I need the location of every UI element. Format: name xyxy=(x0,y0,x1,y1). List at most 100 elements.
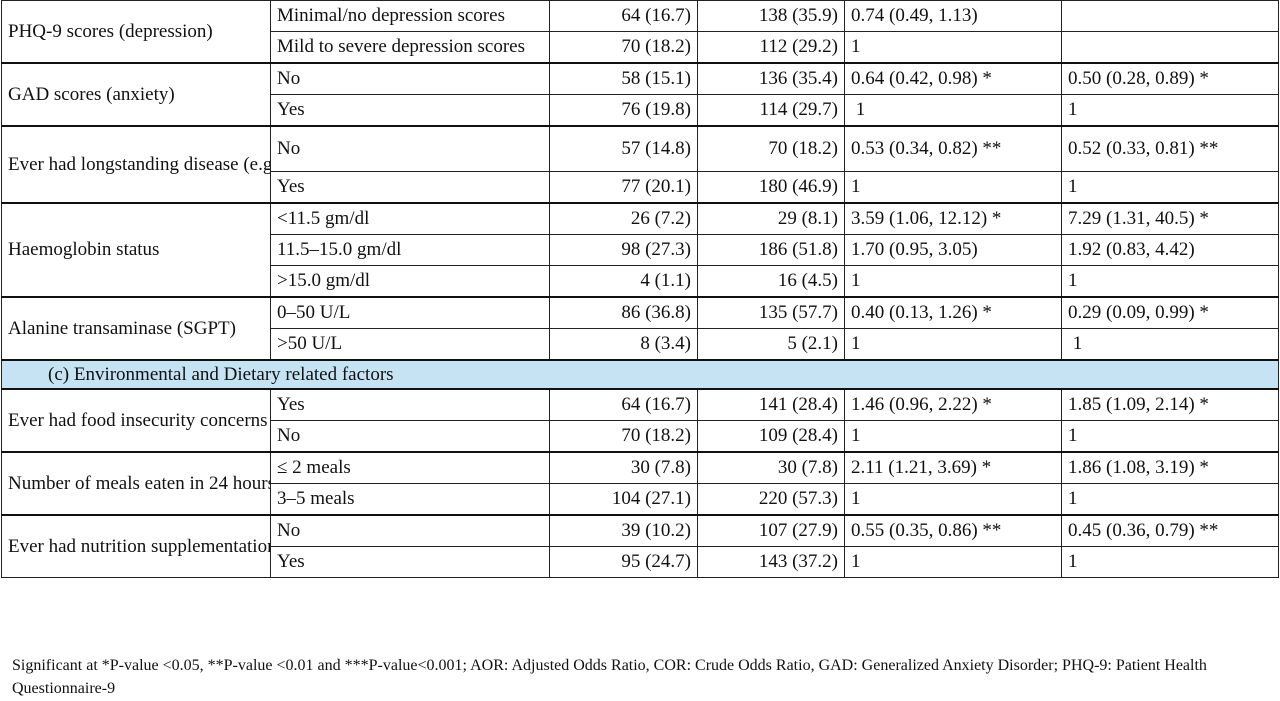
count-cell: 26 (7.2) xyxy=(549,202,698,235)
count-cell: 114 (29.7) xyxy=(697,94,845,127)
cor-cell: 0.53 (0.34, 0.82) ** xyxy=(844,125,1062,172)
table-row: >15.0 gm/dl 4 (1.1) 16 (4.5) 1 1 xyxy=(2,265,1279,298)
table-row: Number of meals eaten in 24 hours (day a… xyxy=(1,451,1279,516)
count-cell: 30 (7.8) xyxy=(549,451,698,484)
aor-cell: 1.86 (1.08, 3.19) * xyxy=(1061,451,1279,484)
variable-cell: GAD scores (anxiety) xyxy=(1,62,271,127)
cor-cell: 3.59 (1.06, 12.12) * xyxy=(844,202,1062,235)
aor-cell: 1 xyxy=(1061,94,1279,127)
table-row: Yes 95 (24.7) 143 (37.2) 1 1 xyxy=(2,546,1279,578)
level-cell: ≤ 2 meals xyxy=(270,451,550,484)
count-cell: 141 (28.4) xyxy=(697,388,845,421)
aor-cell: 1 xyxy=(1061,546,1279,578)
count-cell: 70 (18.2) xyxy=(549,31,698,64)
count-cell: 16 (4.5) xyxy=(697,265,845,298)
cor-cell: 1 xyxy=(844,420,1062,453)
table-footnote: Significant at *P-value <0.05, **P-value… xyxy=(12,657,1207,697)
table-row: Ever had nutrition supplementation intak… xyxy=(1,514,1279,578)
count-cell: 109 (28.4) xyxy=(697,420,845,453)
count-cell: 57 (14.8) xyxy=(549,125,698,172)
count-cell: 104 (27.1) xyxy=(549,483,698,516)
aor-cell: 7.29 (1.31, 40.5) * xyxy=(1061,202,1279,235)
level-cell: >15.0 gm/dl xyxy=(270,265,550,298)
count-cell: 138 (35.9) xyxy=(697,0,845,32)
count-cell: 135 (57.7) xyxy=(697,296,845,329)
cor-cell: 1 xyxy=(844,171,1062,204)
table-body: PHQ-9 scores (depression) Minimal/no dep… xyxy=(1,0,1279,578)
table-row: No 70 (18.2) 109 (28.4) 1 1 xyxy=(2,420,1279,453)
variable-cell: Haemoglobin status xyxy=(1,202,271,298)
level-cell: Yes xyxy=(270,94,550,127)
level-cell: <11.5 gm/dl xyxy=(270,202,550,235)
cor-cell: 1 xyxy=(844,265,1062,298)
count-cell: 98 (27.3) xyxy=(549,234,698,266)
aor-cell: 1 xyxy=(1061,171,1279,204)
count-cell: 220 (57.3) xyxy=(697,483,845,516)
level-cell: Yes xyxy=(270,171,550,204)
table-row: Alanine transaminase (SGPT) 0–50 U/L 86 … xyxy=(1,296,1279,361)
count-cell: 136 (35.4) xyxy=(697,62,845,95)
count-cell: 4 (1.1) xyxy=(549,265,698,298)
variable-cell: Alanine transaminase (SGPT) xyxy=(1,296,271,361)
table-row: Mild to severe depression scores 70 (18.… xyxy=(2,31,1279,64)
count-cell: 180 (46.9) xyxy=(697,171,845,204)
count-cell: 70 (18.2) xyxy=(549,420,698,453)
variable-cell: Ever had nutrition supplementation intak… xyxy=(1,514,271,578)
aor-cell xyxy=(1061,31,1279,64)
count-cell: 29 (8.1) xyxy=(697,202,845,235)
results-table: PHQ-9 scores (depression) Minimal/no dep… xyxy=(1,0,1279,578)
count-cell: 143 (37.2) xyxy=(697,546,845,578)
section-header-row: (c) Environmental and Dietary related fa… xyxy=(1,359,1279,390)
aor-cell: 0.50 (0.28, 0.89) * xyxy=(1061,62,1279,95)
cor-cell: 1 xyxy=(844,328,1062,361)
aor-cell: 1 xyxy=(1061,328,1279,361)
count-cell: 39 (10.2) xyxy=(549,514,698,547)
level-cell: No xyxy=(270,420,550,453)
table-row: Haemoglobin status <11.5 gm/dl 26 (7.2) … xyxy=(1,202,1279,298)
cor-cell: 0.74 (0.49, 1.13) xyxy=(844,0,1062,32)
count-cell: 64 (16.7) xyxy=(549,0,698,32)
level-cell: 11.5–15.0 gm/dl xyxy=(270,234,550,266)
table-row: 3–5 meals 104 (27.1) 220 (57.3) 1 1 xyxy=(2,483,1279,516)
variable-cell: Number of meals eaten in 24 hours (day a… xyxy=(1,451,271,516)
level-cell: 0–50 U/L xyxy=(270,296,550,329)
level-cell: 3–5 meals xyxy=(270,483,550,516)
aor-cell: 1.92 (0.83, 4.42) xyxy=(1061,234,1279,266)
count-cell: 112 (29.2) xyxy=(697,31,845,64)
variable-cell: PHQ-9 scores (depression) xyxy=(1,0,271,64)
count-cell: 77 (20.1) xyxy=(549,171,698,204)
variable-cell: Ever had food insecurity concerns in hou… xyxy=(1,388,271,453)
aor-cell: 0.45 (0.36, 0.79) ** xyxy=(1061,514,1279,547)
count-cell: 186 (51.8) xyxy=(697,234,845,266)
count-cell: 30 (7.8) xyxy=(697,451,845,484)
level-cell: Yes xyxy=(270,388,550,421)
level-cell: Minimal/no depression scores xyxy=(270,0,550,32)
count-cell: 107 (27.9) xyxy=(697,514,845,547)
table-row: Ever had food insecurity concerns in hou… xyxy=(1,388,1279,453)
aor-cell: 1 xyxy=(1061,420,1279,453)
table-row: Ever had longstanding disease (e.g., tub… xyxy=(1,125,1279,204)
cor-cell: 1 xyxy=(844,94,1062,127)
cor-cell: 1.46 (0.96, 2.22) * xyxy=(844,388,1062,421)
count-cell: 5 (2.1) xyxy=(697,328,845,361)
aor-cell: 1.85 (1.09, 2.14) * xyxy=(1061,388,1279,421)
section-title: (c) Environmental and Dietary related fa… xyxy=(1,359,1279,390)
cor-cell: 1 xyxy=(844,31,1062,64)
count-cell: 95 (24.7) xyxy=(549,546,698,578)
aor-cell: 1 xyxy=(1061,265,1279,298)
level-cell: Mild to severe depression scores xyxy=(270,31,550,64)
aor-cell xyxy=(1061,0,1279,32)
level-cell: No xyxy=(270,514,550,547)
level-cell: Yes xyxy=(270,546,550,578)
count-cell: 8 (3.4) xyxy=(549,328,698,361)
count-cell: 70 (18.2) xyxy=(697,125,845,172)
level-cell: >50 U/L xyxy=(270,328,550,361)
count-cell: 58 (15.1) xyxy=(549,62,698,95)
cor-cell: 0.40 (0.13, 1.26) * xyxy=(844,296,1062,329)
cor-cell: 1 xyxy=(844,483,1062,516)
count-cell: 86 (36.8) xyxy=(549,296,698,329)
table-row: PHQ-9 scores (depression) Minimal/no dep… xyxy=(1,0,1279,64)
level-cell: No xyxy=(270,62,550,95)
level-cell: No xyxy=(270,125,550,172)
aor-cell: 1 xyxy=(1061,483,1279,516)
